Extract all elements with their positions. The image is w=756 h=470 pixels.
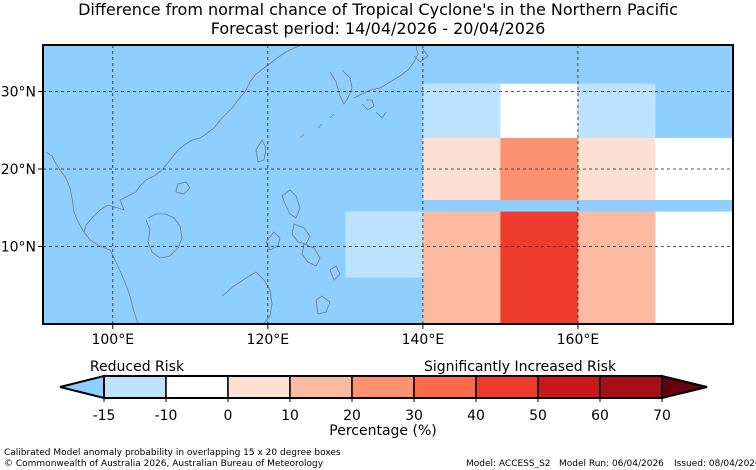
legend-frame	[103, 375, 663, 399]
lon-label: 160°E	[557, 332, 600, 348]
lat-label: 10°N	[1, 240, 36, 256]
risk-cell-2	[577, 83, 656, 138]
legend-tick-label: 30	[405, 408, 423, 424]
legend-under-arrow	[59, 374, 105, 400]
reduced-risk-label: Reduced Risk	[90, 359, 185, 375]
risk-cell-11	[655, 211, 733, 324]
legend-swatch-1	[165, 375, 229, 399]
legend-swatch-7	[537, 375, 601, 399]
legend-swatch-3	[289, 375, 353, 399]
footer-model: Model: ACCESS_S2	[466, 459, 551, 469]
legend-tick-label: -15	[93, 408, 116, 424]
lon-label: 100°E	[91, 332, 134, 348]
legend-over-arrow	[661, 374, 708, 400]
lon-label: 140°E	[402, 332, 445, 348]
risk-cell-9	[500, 211, 578, 324]
forecast-period: Forecast period: 14/04/2026 - 20/04/2026	[210, 19, 546, 38]
legend-swatch-2	[227, 375, 291, 399]
legend-tick-label: 60	[591, 408, 609, 424]
risk-cell-8	[422, 211, 501, 324]
legend-tick-label: 40	[467, 408, 485, 424]
coastline	[45, 45, 429, 324]
footer-model-run: Model Run: 06/04/2026	[559, 459, 664, 469]
legend-tick-label: 10	[281, 408, 299, 424]
footer-description: Calibrated Model anomaly probability in …	[4, 448, 341, 458]
legend-tick-label: 20	[343, 408, 361, 424]
risk-cell-1	[500, 83, 578, 138]
legend-tick-label: 70	[653, 408, 671, 424]
map-title: Difference from normal chance of Tropica…	[78, 0, 678, 19]
legend-swatch-4	[351, 375, 415, 399]
legend-swatch-5	[413, 375, 477, 399]
footer-copyright: © Commonwealth of Australia 2026, Austra…	[4, 459, 324, 469]
increased-risk-label: Significantly Increased Risk	[424, 359, 617, 375]
legend-swatch-8	[599, 375, 663, 399]
map-frame	[42, 44, 734, 325]
lat-label: 30°N	[1, 85, 36, 101]
legend-swatch-6	[475, 375, 539, 399]
lon-label: 120°E	[247, 332, 290, 348]
risk-cell-0	[422, 83, 501, 138]
legend-swatch-0	[103, 375, 167, 399]
legend-tick-label: -10	[155, 408, 178, 424]
legend-axis-label: Percentage (%)	[329, 423, 436, 439]
legend-tick-label: 0	[224, 408, 233, 424]
legend-tick-label: 50	[529, 408, 547, 424]
footer-issued: Issued: 08/04/2026	[674, 459, 756, 469]
lat-label: 20°N	[1, 162, 36, 178]
risk-cell-10	[577, 211, 656, 324]
risk-cell-7	[345, 211, 423, 278]
